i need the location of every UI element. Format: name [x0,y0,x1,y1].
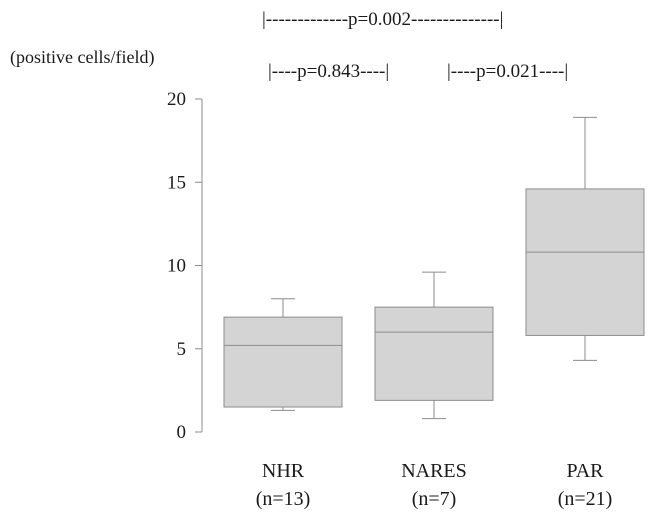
x-labels: NHR (n=13) NARES (n=7) PAR (n=21) [256,460,613,510]
box-par [525,116,645,361]
box-nares [374,271,494,420]
iqr-box [223,316,343,408]
y-axis-label: (positive cells/field) [10,47,154,68]
y-ticks: 0 5 10 15 20 [167,89,202,443]
boxes [223,116,645,420]
iqr-box [525,188,645,336]
y-tick-label: 15 [167,172,186,193]
category-n-label: (n=21) [558,488,613,510]
iqr-box [374,306,494,401]
box-nhr [223,298,343,411]
y-tick-label: 10 [167,256,186,277]
category-n-label: (n=13) [256,488,311,510]
y-tick-label: 0 [177,422,187,443]
comparison-nhr-par: |-------------p=0.002--------------| [262,9,503,30]
comparison-nares-par: |----p=0.021----| [447,61,568,82]
comparison-nhr-nares: |----p=0.843----| [268,61,389,82]
y-tick-label: 20 [167,89,186,110]
y-tick-label: 5 [177,339,187,360]
category-n-label: (n=7) [412,488,457,510]
category-label: PAR [566,460,604,482]
category-label: NARES [401,460,467,482]
category-label: NHR [262,460,305,482]
